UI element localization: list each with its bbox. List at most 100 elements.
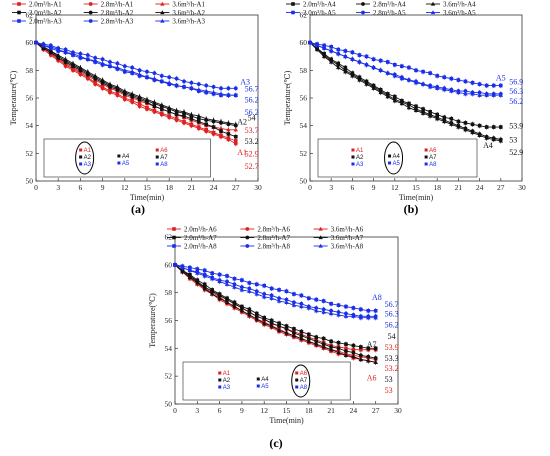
data-point bbox=[277, 321, 281, 326]
data-point bbox=[435, 86, 440, 90]
data-point bbox=[217, 293, 222, 298]
legend-swatch-marker bbox=[245, 227, 250, 231]
data-point bbox=[233, 121, 238, 126]
inset-point bbox=[155, 155, 159, 159]
inset-point bbox=[218, 385, 222, 389]
x-tick-label: 3 bbox=[56, 183, 60, 192]
data-point bbox=[247, 288, 252, 293]
data-point bbox=[85, 69, 90, 74]
data-point bbox=[435, 116, 440, 121]
data-point bbox=[174, 76, 179, 81]
data-point bbox=[292, 331, 296, 335]
data-point bbox=[225, 279, 229, 284]
data-point bbox=[152, 99, 157, 104]
x-tick-label: 0 bbox=[308, 183, 312, 192]
x-tick-label: 12 bbox=[391, 183, 399, 192]
legend-swatch-marker bbox=[245, 244, 250, 248]
data-point bbox=[159, 102, 164, 107]
legend-item: 2.0m³/h-A8 bbox=[167, 243, 217, 251]
y-tick-label: 54 bbox=[26, 121, 34, 130]
data-point bbox=[247, 286, 252, 291]
annotation-label: A3 bbox=[240, 77, 250, 86]
legend-item: 3.6m³/h-A1 bbox=[155, 1, 205, 9]
series-line bbox=[309, 42, 501, 128]
data-point bbox=[269, 293, 274, 298]
data-point bbox=[477, 123, 482, 128]
data-point bbox=[188, 265, 192, 270]
x-tick-label: 0 bbox=[34, 183, 38, 192]
data-point bbox=[254, 289, 259, 294]
inset-point bbox=[155, 162, 159, 166]
chart-panel-1: 0 3 6 9 12 15 18 21 24 27 30 50 52 54 56 58 60 62 Time(min… bbox=[9, 1, 262, 217]
data-point bbox=[470, 80, 475, 85]
legend-item: 2.0m³/h-A7 bbox=[167, 234, 217, 242]
data-point bbox=[254, 282, 259, 287]
data-point bbox=[442, 75, 447, 80]
data-point bbox=[225, 297, 229, 302]
data-point bbox=[254, 316, 259, 321]
data-point bbox=[307, 40, 313, 45]
inset-point bbox=[351, 148, 355, 152]
data-point bbox=[314, 306, 319, 310]
data-point bbox=[344, 346, 348, 351]
data-point bbox=[269, 323, 274, 328]
annotation-label: A8 bbox=[372, 293, 382, 302]
inset-point bbox=[351, 162, 355, 166]
data-point bbox=[498, 92, 503, 97]
data-point bbox=[336, 340, 341, 345]
series-2.0m³/h-A2 bbox=[34, 40, 238, 140]
inset-point-label: A8 bbox=[160, 162, 168, 168]
data-point bbox=[449, 121, 454, 126]
legend-swatch-marker bbox=[291, 10, 295, 15]
data-point bbox=[491, 92, 496, 97]
data-point bbox=[182, 114, 186, 118]
data-point bbox=[85, 53, 90, 58]
series-3.6m³/h-A4 bbox=[307, 40, 503, 144]
data-point bbox=[366, 308, 371, 313]
data-point bbox=[202, 268, 207, 273]
chart-panel-3: 0 3 6 9 12 15 18 21 24 27 30 50 52 54 56 58 60 62 Time(min… bbox=[148, 226, 402, 451]
annotation-label: 56.2 bbox=[509, 97, 523, 106]
data-point bbox=[284, 326, 289, 331]
series-line bbox=[174, 264, 376, 349]
data-point bbox=[63, 47, 68, 52]
data-point bbox=[371, 86, 376, 90]
data-point bbox=[167, 75, 172, 80]
x-axis-label: Time(min) bbox=[269, 416, 304, 425]
data-point bbox=[477, 82, 482, 86]
data-point bbox=[159, 73, 164, 78]
data-point bbox=[322, 43, 326, 48]
data-point bbox=[284, 300, 289, 305]
legend-label: 3.6m³/h-A3 bbox=[172, 18, 205, 26]
data-point bbox=[414, 104, 418, 109]
data-point bbox=[413, 108, 419, 113]
data-point bbox=[240, 306, 244, 310]
data-point bbox=[137, 72, 142, 77]
data-point bbox=[217, 272, 222, 277]
data-point bbox=[406, 105, 412, 110]
data-point bbox=[85, 76, 90, 81]
legend-item: 2.0m³/h-A3 bbox=[12, 18, 62, 26]
inset-point-label: A1 bbox=[84, 148, 92, 154]
annotation-label: A5 bbox=[496, 73, 506, 82]
inset-point-label: A4 bbox=[261, 377, 269, 383]
y-axis-label: Temperature(℃) bbox=[148, 293, 157, 348]
inset-point-label: A3 bbox=[356, 162, 364, 168]
data-point bbox=[218, 119, 224, 124]
data-point bbox=[470, 130, 475, 135]
data-point bbox=[442, 115, 447, 120]
data-point bbox=[107, 81, 113, 86]
data-point bbox=[254, 314, 259, 319]
data-point bbox=[85, 56, 90, 61]
x-tick-label: 6 bbox=[351, 183, 355, 192]
data-point bbox=[378, 58, 383, 63]
data-point bbox=[93, 73, 98, 78]
data-point bbox=[233, 127, 238, 132]
annotation-label: 53.9 bbox=[509, 122, 523, 131]
data-point bbox=[137, 94, 142, 99]
data-point bbox=[284, 289, 289, 294]
legend-label: 2.0m³/h-A8 bbox=[184, 243, 217, 251]
series-line bbox=[35, 42, 236, 96]
data-point bbox=[299, 333, 304, 338]
